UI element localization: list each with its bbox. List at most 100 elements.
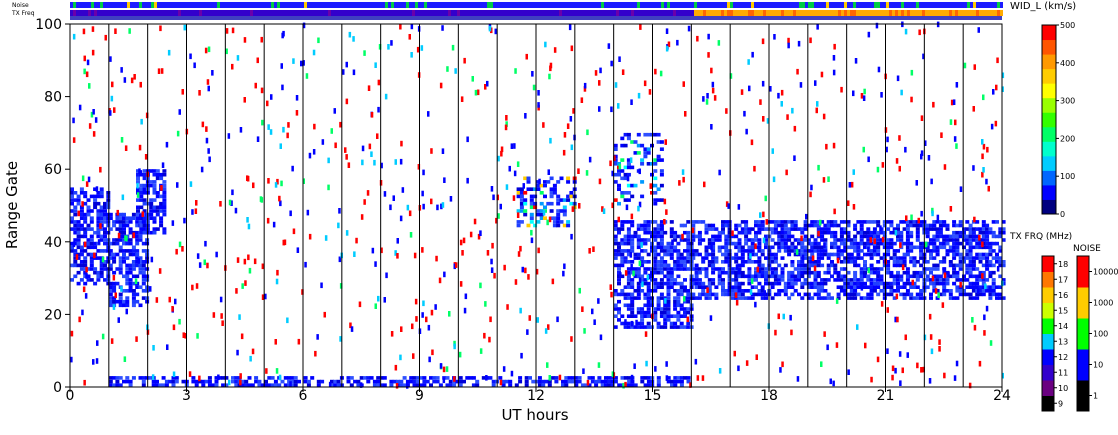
- echo-cell-4: [714, 238, 719, 242]
- scatter-echo: [261, 263, 265, 270]
- echo-cell-3: [656, 303, 661, 308]
- echo-cell-1: [141, 267, 146, 271]
- scatter-echo: [546, 362, 549, 368]
- echo-cell-0: [79, 191, 84, 195]
- cbar-freq-swatch: [1042, 302, 1054, 319]
- scatter-echo: [206, 79, 210, 85]
- echo-cell-3: [640, 260, 645, 264]
- scatter-echo: [295, 110, 299, 116]
- echo-cell-4: [704, 256, 709, 260]
- scatter-echo: [490, 267, 494, 273]
- scatter-echo: [646, 274, 650, 281]
- scatter-echo: [532, 84, 536, 91]
- scatter-echo: [342, 69, 345, 75]
- echo-cell-4: [935, 263, 940, 268]
- echo-cell-0: [99, 270, 104, 275]
- echo-cell-3: [620, 223, 625, 228]
- echo-cell-4: [948, 234, 953, 239]
- echo-cell-4: [886, 267, 891, 271]
- noise-strip-cell: [307, 2, 310, 8]
- scatter-echo: [184, 333, 187, 339]
- echo-cell-5: [389, 379, 394, 384]
- echo-cell-1: [131, 267, 136, 271]
- echo-cell-5: [359, 376, 364, 380]
- echo-cell-5: [330, 383, 334, 387]
- echo-cell-4: [843, 227, 848, 231]
- echo-cell-3: [673, 238, 678, 242]
- echo-cell-4: [707, 281, 712, 286]
- echo-cell-4: [783, 245, 788, 250]
- noise-strip-cell: [994, 2, 997, 8]
- echo-cell-4: [909, 223, 914, 228]
- echo-cell-4: [773, 252, 778, 257]
- scatter-echo: [624, 270, 628, 276]
- echo-cell-4: [737, 241, 742, 246]
- scatter-echo: [217, 374, 220, 381]
- echo-cell-0: [70, 194, 74, 199]
- scatter-echo: [880, 301, 884, 307]
- scatter-echo: [400, 326, 403, 332]
- echo-cell-4: [740, 245, 745, 250]
- echo-cell-7: [626, 162, 631, 166]
- echo-cell-4: [869, 281, 874, 286]
- echo-cell-3: [666, 252, 671, 257]
- echo-cell-4: [816, 245, 821, 250]
- echo-cell-7: [653, 198, 658, 202]
- noise-strip-cell: [379, 2, 382, 8]
- cbar-freq-swatch: [1042, 271, 1054, 288]
- echo-cell-3: [620, 227, 625, 231]
- scatter-echo: [989, 340, 993, 346]
- echo-cell-3: [659, 230, 664, 235]
- echo-cell-0: [73, 256, 78, 260]
- noise-strip-cell: [502, 2, 505, 8]
- scatter-echo: [514, 279, 518, 285]
- echo-cell-0: [89, 267, 94, 271]
- noise-strip-cell: [400, 2, 403, 8]
- echo-cell-0: [83, 260, 88, 264]
- echo-cell-4: [734, 270, 739, 275]
- echo-cell-4: [942, 281, 947, 286]
- echo-cell-2: [159, 194, 164, 199]
- echo-cell-5: [346, 376, 351, 380]
- scatter-echo: [459, 239, 463, 246]
- echo-cell-4: [968, 260, 973, 264]
- echo-cell-1: [118, 263, 123, 268]
- scatter-echo: [275, 368, 279, 374]
- echo-cell-4: [985, 234, 990, 239]
- echo-cell-3: [669, 230, 674, 235]
- echo-cell-3: [636, 267, 641, 271]
- echo-cell-4: [1001, 281, 1006, 286]
- echo-cell-6: [519, 201, 524, 206]
- scatter-echo: [306, 209, 310, 216]
- scatter-echo: [112, 274, 116, 281]
- echo-cell-4: [981, 220, 986, 224]
- noise-strip-cell: [328, 2, 331, 8]
- echo-cell-5: [194, 379, 199, 384]
- scatter-echo: [996, 57, 999, 64]
- txfreq-strip-cell: [769, 10, 772, 16]
- noise-strip-cell: [613, 2, 616, 8]
- scatter-echo: [710, 67, 713, 74]
- echo-cell-4: [853, 241, 858, 246]
- noise-strip-cell: [193, 2, 196, 8]
- echo-cell-4: [981, 270, 986, 275]
- txfreq-strip-cell: [697, 10, 700, 16]
- echo-cell-4: [892, 274, 897, 279]
- echo-cell-4: [803, 238, 808, 242]
- echo-cell-4: [902, 270, 907, 275]
- txfreq-strip-cell: [652, 10, 655, 16]
- echo-cell-5: [600, 379, 605, 384]
- echo-cell-4: [830, 234, 834, 239]
- txfreq-strip-cell: [970, 10, 973, 16]
- scatter-echo: [519, 245, 522, 252]
- noise-strip-cell: [277, 2, 280, 8]
- echo-cell-4: [905, 289, 910, 293]
- echo-cell-4: [830, 296, 834, 300]
- echo-cell-3: [646, 252, 651, 257]
- echo-cell-4: [820, 245, 825, 250]
- txfreq-strip-cell: [88, 10, 91, 16]
- echo-cell-5: [382, 376, 387, 380]
- echo-cell-4: [790, 227, 795, 231]
- echo-cell-4: [691, 249, 696, 253]
- echo-cell-4: [853, 249, 858, 253]
